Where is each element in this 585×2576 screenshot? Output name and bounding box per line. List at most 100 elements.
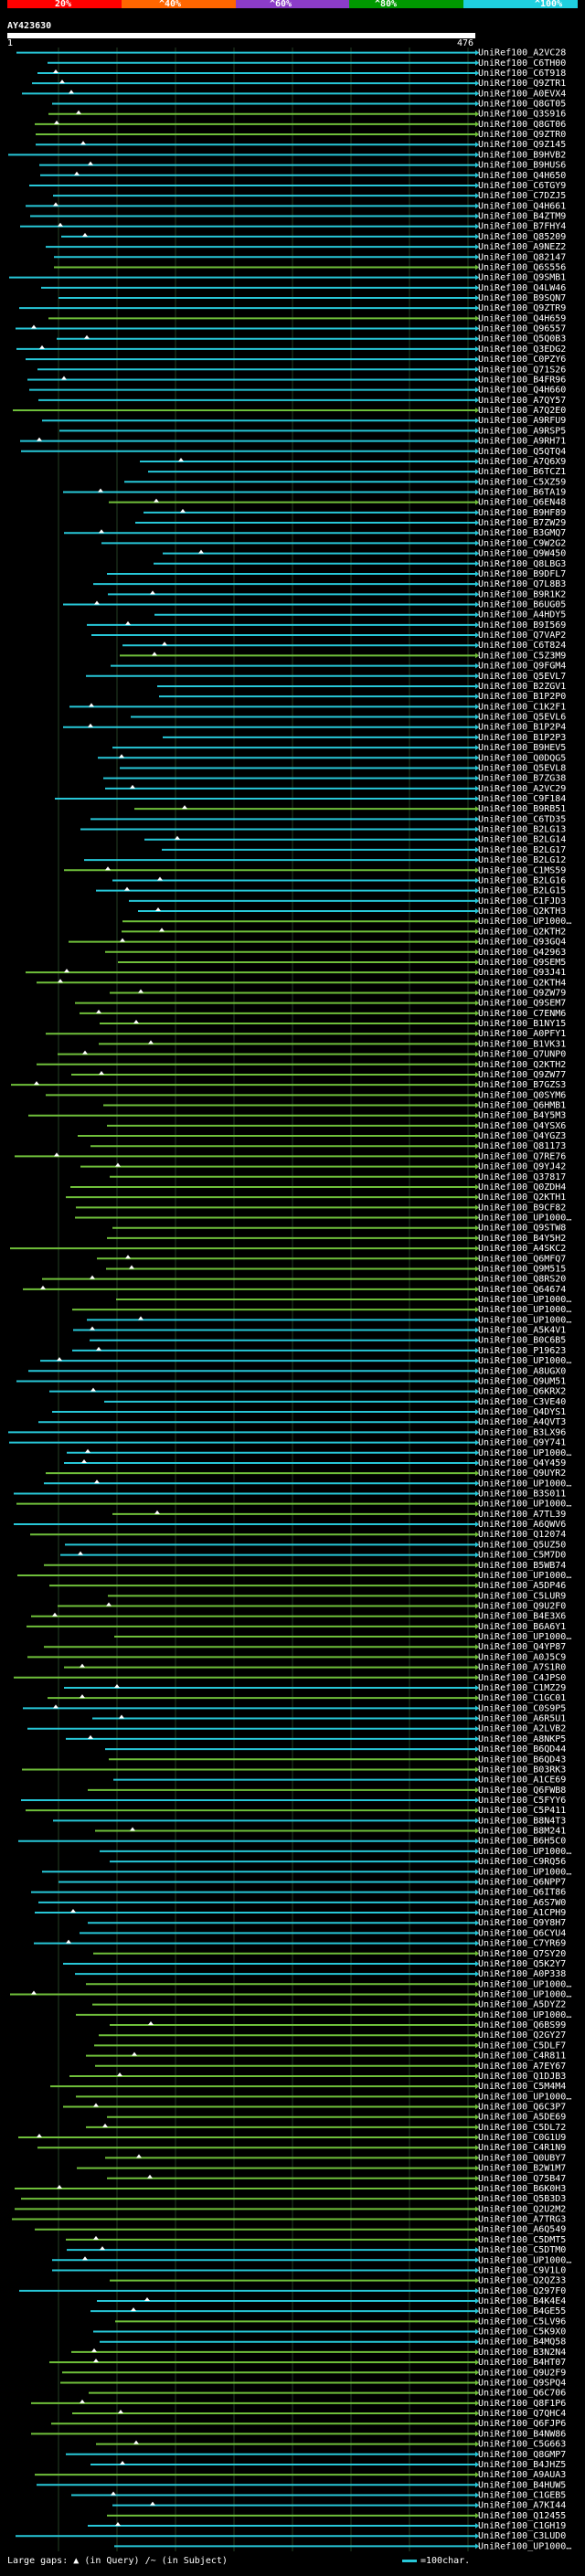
hit-label[interactable]: UniRef100_B9CF82	[478, 1203, 566, 1213]
hit-label[interactable]: UniRef100_A4QVT3	[478, 1417, 566, 1427]
hit-label[interactable]: UniRef100_Q8F1P6	[478, 2399, 566, 2409]
hit-label[interactable]: UniRef100_Q6NPP7	[478, 1877, 566, 1887]
hit-label[interactable]: UniRef100_Q2KTH1	[478, 1193, 566, 1203]
hit-label[interactable]: UniRef100_C7YR69	[478, 1939, 566, 1949]
hit-label[interactable]: UniRef100_P19623	[478, 1346, 566, 1356]
hit-label[interactable]: UniRef100_Q8RS20	[478, 1275, 566, 1285]
hit-label[interactable]: UniRef100_B3S011	[478, 1489, 566, 1499]
hit-label[interactable]: UniRef100_UP1000…	[478, 1632, 571, 1642]
hit-label[interactable]: UniRef100_Q9ZTR1	[478, 79, 566, 89]
hit-label[interactable]: UniRef100_C1MZ29	[478, 1683, 566, 1693]
hit-label[interactable]: UniRef100_Q9ZW77	[478, 1070, 566, 1080]
hit-label[interactable]: UniRef100_B9HVB2	[478, 150, 566, 160]
hit-label[interactable]: UniRef100_C5DLF7	[478, 2041, 566, 2051]
hit-label[interactable]: UniRef100_Q12455	[478, 2511, 566, 2521]
hit-label[interactable]: UniRef100_Q1DJB3	[478, 2072, 566, 2082]
hit-label[interactable]: UniRef100_B5WB74	[478, 1561, 566, 1571]
hit-label[interactable]: UniRef100_B2LG14	[478, 835, 566, 845]
hit-label[interactable]: UniRef100_Q9U2F0	[478, 1602, 566, 1612]
hit-label[interactable]: UniRef100_A2VC28	[478, 48, 566, 58]
hit-label[interactable]: UniRef100_Q4H660	[478, 386, 566, 396]
hit-label[interactable]: UniRef100_UP1000…	[478, 1214, 571, 1224]
hit-label[interactable]: UniRef100_UP1000…	[478, 1867, 571, 1877]
hit-label[interactable]: UniRef100_B2W1M7	[478, 2164, 566, 2174]
hit-label[interactable]: UniRef100_A0EVX4	[478, 89, 566, 99]
hit-label[interactable]: UniRef100_A7Q6X9	[478, 457, 566, 467]
hit-label[interactable]: UniRef100_B9HF89	[478, 508, 566, 518]
hit-label[interactable]: UniRef100_Q96557	[478, 324, 566, 334]
hit-label[interactable]: UniRef100_Q64674	[478, 1285, 566, 1295]
hit-label[interactable]: UniRef100_Q2QZ33	[478, 2276, 566, 2286]
hit-label[interactable]: UniRef100_B4HT07	[478, 2358, 566, 2368]
hit-label[interactable]: UniRef100_Q71S26	[478, 365, 566, 375]
hit-label[interactable]: UniRef100_Q37817	[478, 1172, 566, 1182]
hit-label[interactable]: UniRef100_B6QD43	[478, 1754, 566, 1765]
hit-label[interactable]: UniRef100_UP1000…	[478, 1448, 571, 1458]
hit-label[interactable]: UniRef100_Q5UZ50	[478, 1540, 566, 1550]
hit-label[interactable]: UniRef100_Q7SY20	[478, 1949, 566, 1959]
hit-label[interactable]: UniRef100_Q9YJ42	[478, 1162, 566, 1172]
hit-label[interactable]: UniRef100_C6TH00	[478, 58, 566, 69]
hit-label[interactable]: UniRef100_C6T918	[478, 69, 566, 79]
hit-label[interactable]: UniRef100_C4R811	[478, 2051, 566, 2062]
hit-label[interactable]: UniRef100_Q7QHC4	[478, 2409, 566, 2419]
hit-label[interactable]: UniRef100_Q5EVL6	[478, 713, 566, 723]
hit-label[interactable]: UniRef100_Q5B3D3	[478, 2194, 566, 2204]
hit-label[interactable]: UniRef100_Q9FGM4	[478, 662, 566, 672]
hit-label[interactable]: UniRef100_Q85209	[478, 232, 566, 242]
hit-label[interactable]: UniRef100_C4JPS0	[478, 1673, 566, 1683]
hit-label[interactable]: UniRef100_Q6MFQ7	[478, 1254, 566, 1264]
hit-label[interactable]: UniRef100_C5M4M4	[478, 2082, 566, 2092]
hit-label[interactable]: UniRef100_UP1000…	[478, 1847, 571, 1857]
hit-label[interactable]: UniRef100_A9NEZ2	[478, 242, 566, 252]
hit-label[interactable]: UniRef100_C5LV96	[478, 2316, 566, 2327]
hit-label[interactable]: UniRef100_Q9UM51	[478, 1376, 566, 1386]
hit-label[interactable]: UniRef100_A6R5U1	[478, 1714, 566, 1724]
hit-label[interactable]: UniRef100_C0PZY6	[478, 355, 566, 365]
hit-label[interactable]: UniRef100_C1K2F1	[478, 702, 566, 712]
hit-label[interactable]: UniRef100_B1P2P4	[478, 723, 566, 733]
hit-label[interactable]: UniRef100_Q9SEM7	[478, 999, 566, 1009]
hit-label[interactable]: UniRef100_B4MQ58	[478, 2337, 566, 2348]
hit-label[interactable]: UniRef100_A6S7W0	[478, 1898, 566, 1908]
hit-label[interactable]: UniRef100_A9AUA3	[478, 2470, 566, 2480]
hit-label[interactable]: UniRef100_Q2KTH4	[478, 978, 566, 988]
hit-label[interactable]: UniRef100_B1VK31	[478, 1039, 566, 1049]
hit-label[interactable]: UniRef100_Q3S916	[478, 110, 566, 120]
hit-label[interactable]: UniRef100_UP1000…	[478, 2541, 571, 2551]
hit-label[interactable]: UniRef100_B4K4E4	[478, 2296, 566, 2306]
hit-label[interactable]: UniRef100_B1P2P0	[478, 692, 566, 702]
hit-label[interactable]: UniRef100_A7KI44	[478, 2501, 566, 2511]
hit-label[interactable]: UniRef100_B4JHZ5	[478, 2460, 566, 2470]
hit-label[interactable]: UniRef100_A2VC29	[478, 784, 566, 794]
hit-label[interactable]: UniRef100_UP1000…	[478, 1295, 571, 1305]
hit-label[interactable]: UniRef100_Q5K2Y7	[478, 1959, 566, 1969]
hit-label[interactable]: UniRef100_B9HUS6	[478, 161, 566, 171]
hit-label[interactable]: UniRef100_A9RFU9	[478, 416, 566, 426]
hit-label[interactable]: UniRef100_B3GMQ7	[478, 528, 566, 538]
hit-label[interactable]: UniRef100_A8NKP5	[478, 1734, 566, 1744]
hit-label[interactable]: UniRef100_C5M7D0	[478, 1551, 566, 1561]
hit-label[interactable]: UniRef100_B1NY15	[478, 1019, 566, 1029]
hit-label[interactable]: UniRef100_C5P411	[478, 1806, 566, 1816]
hit-label[interactable]: UniRef100_B3N2N4	[478, 2348, 566, 2358]
hit-label[interactable]: UniRef100_B4Y5M3	[478, 1111, 566, 1121]
hit-label[interactable]: UniRef100_Q2KTH2	[478, 927, 566, 937]
hit-label[interactable]: UniRef100_A5DP46	[478, 1581, 566, 1591]
hit-label[interactable]: UniRef100_Q42963	[478, 948, 566, 958]
hit-label[interactable]: UniRef100_C7ENM6	[478, 1009, 566, 1019]
hit-label[interactable]: UniRef100_Q6FJP6	[478, 2419, 566, 2429]
hit-label[interactable]: UniRef100_Q9SEM5	[478, 958, 566, 968]
hit-label[interactable]: UniRef100_B9I569	[478, 620, 566, 631]
hit-label[interactable]: UniRef100_Q8LBG3	[478, 559, 566, 569]
hit-label[interactable]: UniRef100_C6TD35	[478, 814, 566, 824]
hit-label[interactable]: UniRef100_A8UGX0	[478, 1366, 566, 1376]
hit-label[interactable]: UniRef100_B2ZGV1	[478, 682, 566, 692]
hit-label[interactable]: UniRef100_Q12074	[478, 1530, 566, 1540]
hit-label[interactable]: UniRef100_B8N4T3	[478, 1816, 566, 1826]
hit-label[interactable]: UniRef100_Q4Y459	[478, 1458, 566, 1468]
hit-label[interactable]: UniRef100_B6UG05	[478, 600, 566, 610]
hit-label[interactable]: UniRef100_Q6KRX2	[478, 1387, 566, 1397]
hit-label[interactable]: UniRef100_UP1000…	[478, 917, 571, 927]
hit-label[interactable]: UniRef100_A6QWV6	[478, 1520, 566, 1530]
